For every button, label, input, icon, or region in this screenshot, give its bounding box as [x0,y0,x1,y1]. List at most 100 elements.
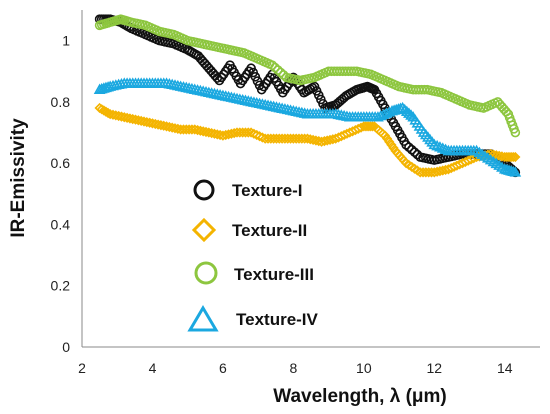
data-point [404,142,414,153]
data-point [296,133,307,144]
legend-marker-texture-ii [191,217,217,243]
data-point [409,147,420,157]
y-axis-title: IR-Emissivity [8,118,29,238]
data-point [267,60,278,70]
data-point [245,127,257,138]
data-point [116,111,127,122]
data-point [119,112,130,123]
x-tick-label: 12 [427,360,443,376]
data-point [251,129,262,141]
data-point [127,113,138,125]
data-point [257,132,268,143]
data-point [198,126,209,137]
x-axis-title: Wavelength, λ (μm) [273,386,447,407]
data-point [147,118,158,129]
plot-area [81,10,540,348]
x-tick-label: 10 [356,360,372,376]
data-point [110,110,121,121]
data-point [436,142,449,153]
data-point [169,123,181,134]
data-point [508,151,519,163]
y-tick-label: 0.2 [51,278,71,294]
legend-label-texture-ii: Texture-II [232,221,307,240]
data-point [189,124,200,135]
data-point [167,122,178,133]
legend-item-texture-iii: Texture-III [194,261,314,285]
x-tick-label: 6 [219,360,227,376]
data-point [510,127,521,138]
data-point [240,127,251,138]
data-point [302,133,313,144]
data-point [396,101,409,113]
legend-item-texture-i: Texture-I [193,179,303,201]
data-point [203,127,214,138]
data-point [271,133,282,144]
data-point [152,119,164,130]
data-point [237,127,248,138]
data-point [206,128,217,139]
data-point [181,124,192,135]
y-tick-label: 0 [62,339,70,355]
data-point [420,167,431,178]
data-point [183,124,195,135]
data-point [158,120,169,131]
data-point [275,67,286,78]
legend-item-texture-ii: Texture-II [191,217,307,243]
y-tick-label: 0.6 [51,155,71,171]
data-point [265,133,276,144]
data-point [510,151,521,163]
data-point [274,133,285,144]
data-point [141,116,152,128]
data-point [431,139,443,151]
data-point [423,167,434,178]
data-point [307,134,319,146]
series-texture-iii [94,14,521,138]
data-point [439,143,452,155]
data-point [279,133,291,144]
data-point [155,120,167,131]
y-tick-label: 1 [62,33,70,49]
data-point [161,121,172,132]
data-point [105,109,116,120]
data-point [254,131,265,142]
data-point [406,144,417,155]
data-point [310,135,322,146]
data-point [401,140,411,150]
data-point [195,125,206,136]
data-point [285,133,296,144]
data-point [428,138,441,150]
data-point [405,109,417,120]
x-tick-label: 14 [497,360,513,376]
series-texture-iv [93,77,522,177]
legend-marker-texture-iv [187,305,219,332]
series-texture-ii [94,102,521,178]
legend-item-texture-iv: Texture-IV [187,305,319,332]
data-point [144,117,155,128]
data-point [130,114,141,125]
legend-marker-texture-i [193,179,215,201]
data-point [133,115,144,126]
data-point [276,133,288,144]
data-point [400,105,413,117]
legend-label-texture-i: Texture-I [232,181,303,200]
data-point [200,126,212,138]
legend-label-texture-iii: Texture-III [234,265,314,284]
y-tick-label: 0.4 [51,216,71,232]
data-point [403,107,415,118]
legend: Texture-I Texture-II Texture-III Texture… [187,179,319,332]
data-point [136,115,147,127]
x-tick-label: 2 [78,360,86,376]
series-layer [93,14,522,178]
y-tick-label: 0.8 [51,94,71,110]
data-point [138,116,150,127]
data-point [192,124,203,136]
tick-layer: 2 4 6 8 10 12 14 0 0.2 0.4 0.6 0.8 1 [51,33,513,376]
data-point [243,127,254,138]
data-point [164,121,175,133]
data-point [268,133,279,144]
x-tick-label: 8 [289,360,297,376]
data-point [282,133,293,144]
legend-label-texture-iv: Texture-IV [236,310,319,329]
x-tick-label: 4 [149,360,157,376]
